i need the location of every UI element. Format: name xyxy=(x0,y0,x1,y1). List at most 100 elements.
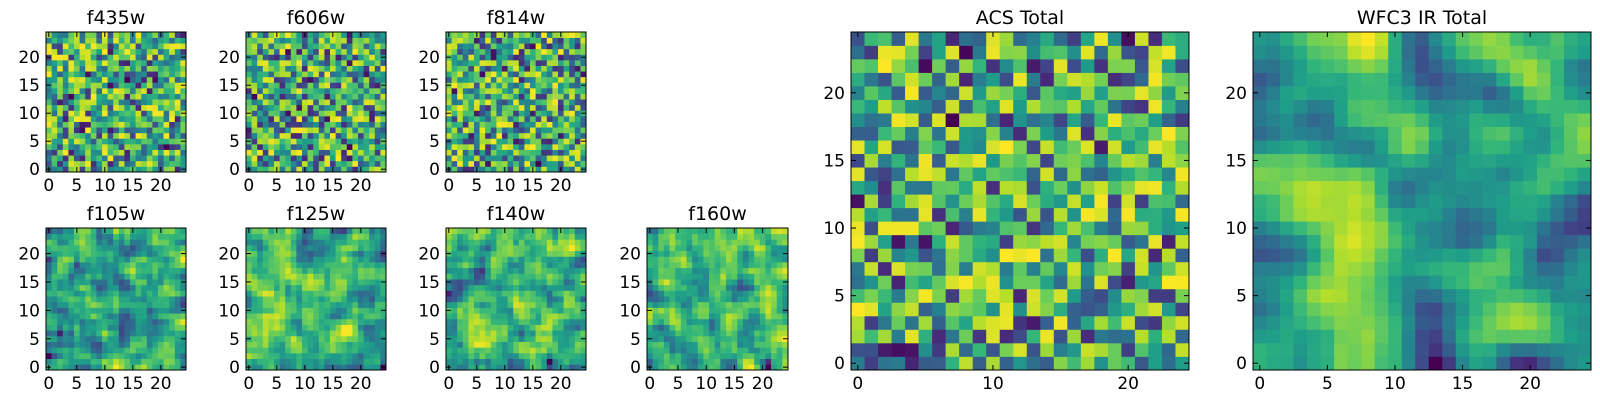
heatmap-cell xyxy=(749,245,755,251)
heatmap-cell xyxy=(664,273,670,279)
heatmap-cell xyxy=(291,273,297,279)
heatmap-cell xyxy=(452,296,458,302)
heatmap-cell xyxy=(536,342,542,348)
heatmap-cell xyxy=(285,239,291,245)
heatmap-cell xyxy=(63,155,69,161)
y-tick-label: 10 xyxy=(619,301,641,321)
heatmap-cell xyxy=(558,302,564,308)
heatmap-cell xyxy=(85,116,91,122)
heatmap-cell xyxy=(919,221,933,235)
heatmap-cell xyxy=(777,308,783,314)
heatmap-cell xyxy=(380,71,386,77)
heatmap-cell xyxy=(96,122,102,128)
heatmap-cell xyxy=(754,234,760,240)
heatmap-cell xyxy=(74,127,80,133)
heatmap-cell xyxy=(169,155,175,161)
heatmap-cell xyxy=(313,228,319,234)
heatmap-cell xyxy=(324,150,330,156)
heatmap-cell xyxy=(670,245,676,251)
heatmap-cell xyxy=(743,342,749,348)
heatmap-cell xyxy=(564,32,570,38)
heatmap-cell xyxy=(68,166,74,172)
heatmap-cell xyxy=(1094,181,1108,195)
heatmap-cell xyxy=(732,325,738,331)
heatmap-cell xyxy=(765,256,771,262)
heatmap-cell xyxy=(246,150,252,156)
heatmap-cell xyxy=(102,245,108,251)
heatmap-cell xyxy=(308,353,314,359)
heatmap-cell xyxy=(664,290,670,296)
heatmap-cell xyxy=(446,77,452,83)
heatmap-cell xyxy=(80,71,86,77)
heatmap-cell xyxy=(175,49,181,55)
heatmap-cell xyxy=(491,262,497,268)
heatmap-cell xyxy=(96,99,102,105)
heatmap-cell xyxy=(291,313,297,319)
heatmap-cell xyxy=(113,308,119,314)
heatmap-cell xyxy=(46,353,52,359)
heatmap-cell xyxy=(52,32,58,38)
heatmap-cell xyxy=(463,279,469,285)
heatmap-cell xyxy=(46,273,52,279)
heatmap-cell xyxy=(658,353,664,359)
heatmap-cell xyxy=(502,336,508,342)
heatmap-cell xyxy=(96,342,102,348)
heatmap-cell xyxy=(1000,194,1014,208)
heatmap-cell xyxy=(164,336,170,342)
heatmap-cell xyxy=(1054,302,1068,316)
heatmap-cell xyxy=(485,99,491,105)
heatmap-cell xyxy=(692,325,698,331)
heatmap-cell xyxy=(175,166,181,172)
heatmap-cell xyxy=(336,77,342,83)
heatmap-cell xyxy=(519,290,525,296)
heatmap-cell xyxy=(319,347,325,353)
heatmap-cell xyxy=(119,49,125,55)
heatmap-cell xyxy=(491,77,497,83)
heatmap-cell xyxy=(113,166,119,172)
heatmap-cell xyxy=(364,245,370,251)
heatmap-cell xyxy=(675,268,681,274)
heatmap-cell xyxy=(575,54,581,60)
heatmap-cell xyxy=(246,347,252,353)
heatmap-cell xyxy=(919,248,933,262)
heatmap-cell xyxy=(124,105,130,111)
heatmap-cell xyxy=(91,325,97,331)
heatmap-cell xyxy=(57,66,63,72)
heatmap-cell xyxy=(291,71,297,77)
heatmap-cell xyxy=(369,155,375,161)
heatmap-cell xyxy=(136,32,142,38)
heatmap-cell xyxy=(74,138,80,144)
heatmap-cell xyxy=(369,71,375,77)
heatmap-cell xyxy=(647,359,653,365)
heatmap-cell xyxy=(85,127,91,133)
heatmap-cell xyxy=(268,116,274,122)
heatmap-cell xyxy=(141,161,147,167)
heatmap-cell xyxy=(246,122,252,128)
heatmap-cell xyxy=(169,359,175,365)
heatmap-cell xyxy=(96,262,102,268)
heatmap-cell xyxy=(130,273,136,279)
heatmap-cell xyxy=(575,110,581,116)
heatmap-cell xyxy=(1121,275,1135,289)
heatmap-cell xyxy=(274,99,280,105)
heatmap-cell xyxy=(536,273,542,279)
heatmap-cell xyxy=(715,290,721,296)
heatmap-cell xyxy=(519,319,525,325)
heatmap-cell xyxy=(308,285,314,291)
heatmap-cell xyxy=(715,268,721,274)
heatmap-cell xyxy=(569,302,575,308)
heatmap-cell xyxy=(152,347,158,353)
heatmap-cell xyxy=(1000,316,1014,330)
heatmap-cell xyxy=(692,234,698,240)
heatmap-cell xyxy=(158,138,164,144)
heatmap-cell xyxy=(257,347,263,353)
heatmap-cell xyxy=(80,279,86,285)
heatmap-cell xyxy=(164,296,170,302)
heatmap-cell xyxy=(164,127,170,133)
heatmap-cell xyxy=(703,353,709,359)
x-tick-label: 15 xyxy=(522,176,544,196)
heatmap-cell xyxy=(147,32,153,38)
heatmap-cell xyxy=(524,144,530,150)
heatmap-cell xyxy=(452,364,458,370)
